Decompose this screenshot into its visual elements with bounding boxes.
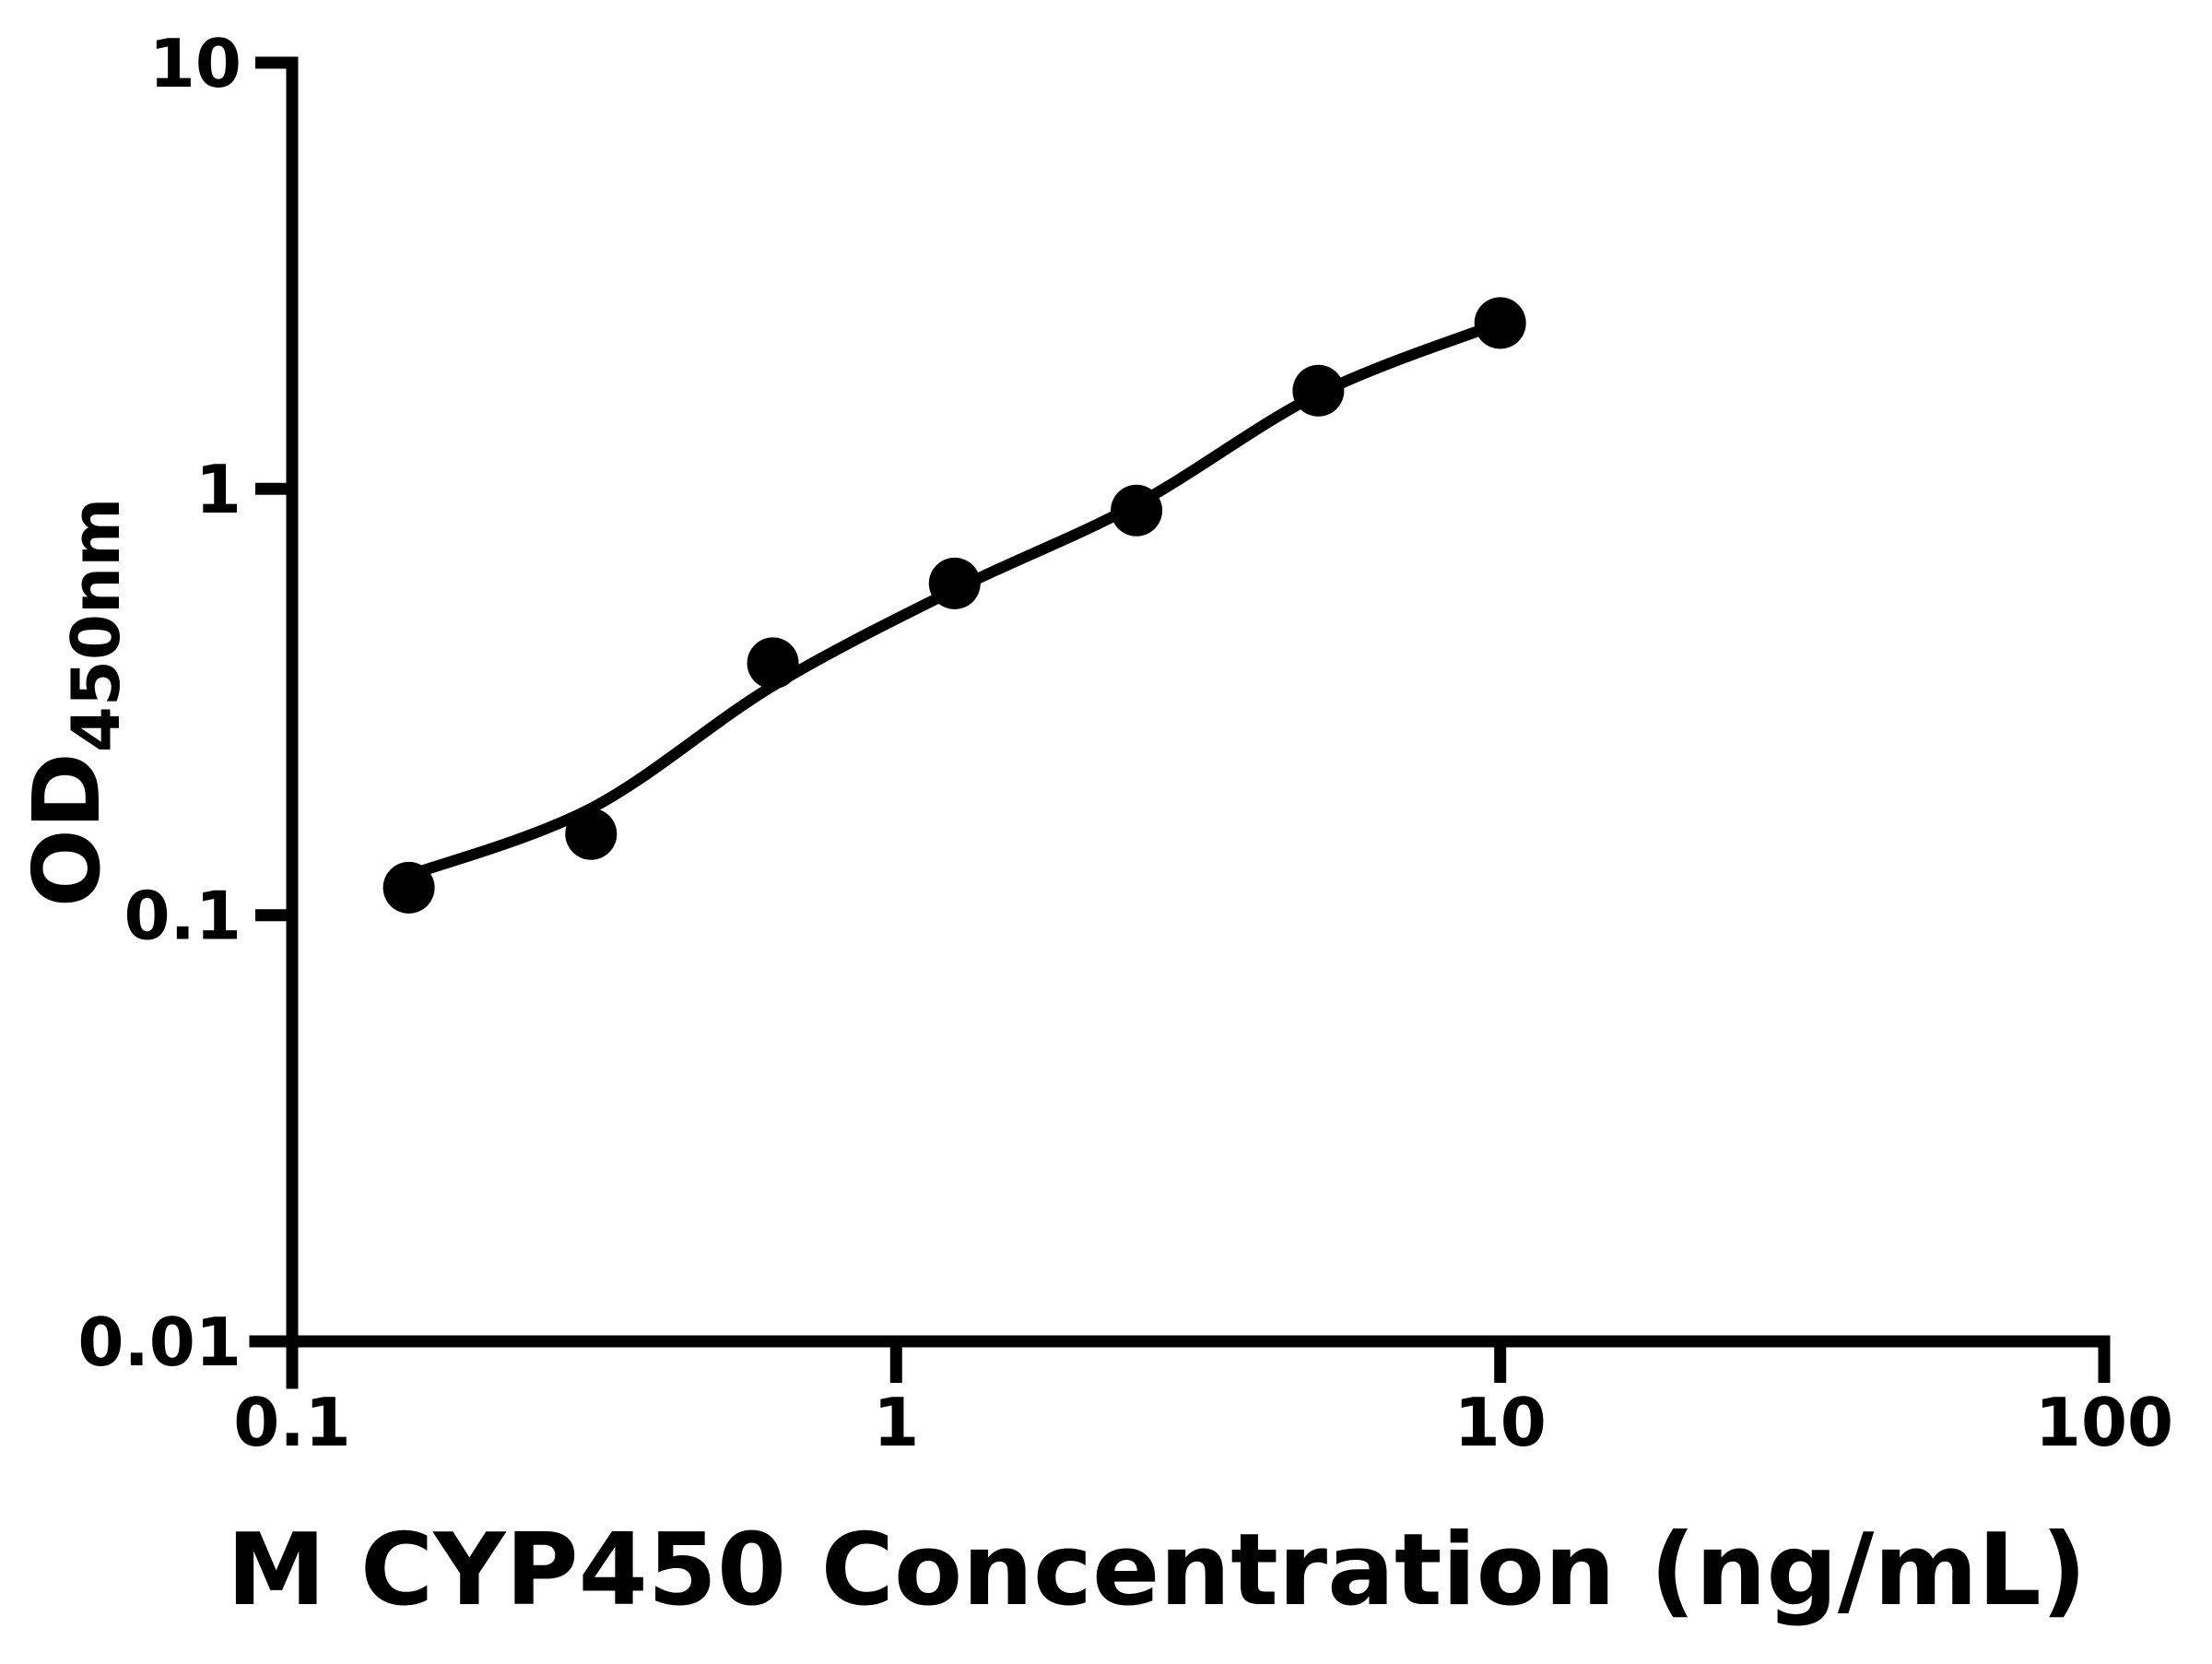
y-axis-title-subscript: 450nm xyxy=(57,498,135,753)
data-point xyxy=(1474,297,1526,349)
y-tick-label: 1 xyxy=(195,451,241,528)
y-axis-title-main: OD xyxy=(13,752,121,907)
x-tick-label: 100 xyxy=(2035,1384,2173,1461)
data-points xyxy=(382,297,1526,914)
y-tick-label: 0.01 xyxy=(77,1304,241,1381)
y-axis-title: OD450nm xyxy=(13,498,135,908)
axes xyxy=(249,56,2111,1389)
x-tick-label: 0.1 xyxy=(233,1384,351,1461)
y-tick-label: 10 xyxy=(149,25,241,102)
data-point xyxy=(565,808,618,860)
data-point xyxy=(1292,364,1345,417)
data-point xyxy=(1111,484,1163,537)
x-axis-title: M CYP450 Concentration (ng/mL) xyxy=(227,1513,2087,1628)
data-point xyxy=(747,637,799,690)
data-point xyxy=(928,557,981,609)
x-tick-label: 10 xyxy=(1454,1384,1547,1461)
y-tick-label: 0.1 xyxy=(124,878,241,955)
x-tick-label: 1 xyxy=(873,1384,919,1461)
data-point xyxy=(382,861,435,914)
